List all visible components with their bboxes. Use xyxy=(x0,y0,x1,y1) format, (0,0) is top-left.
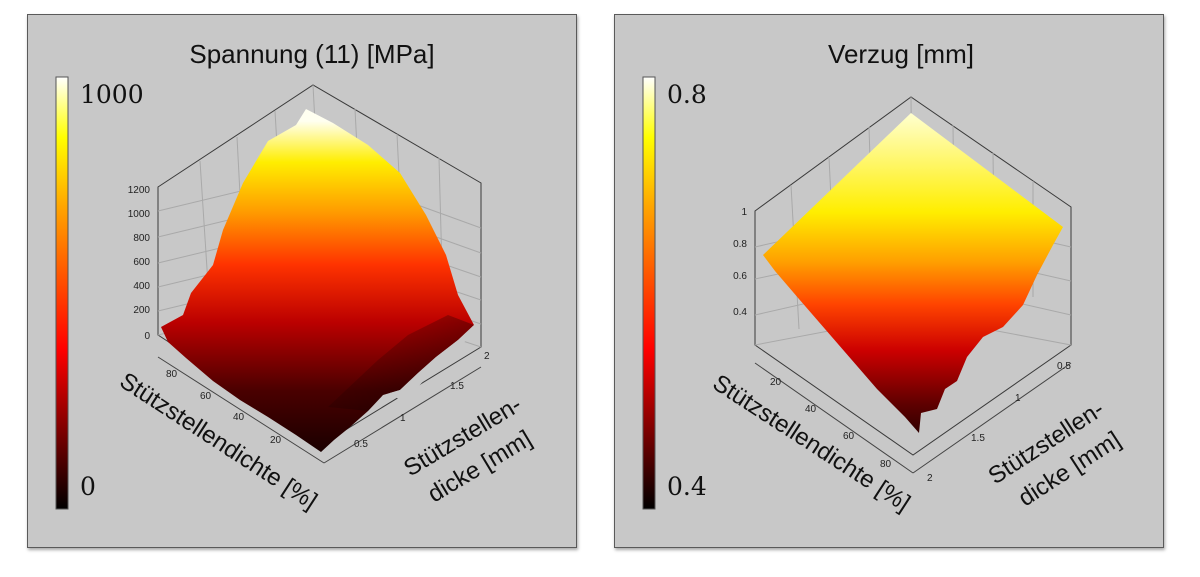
z-tick-label: 600 xyxy=(133,257,150,268)
z-tick-label: 1000 xyxy=(128,209,151,220)
y-tick-label: 1 xyxy=(400,413,406,424)
distortion-chart: Verzug [mm] 0.8 0.4 1 0.8 0.6 0.4 20 40 … xyxy=(642,39,1126,517)
z-tick-label: 200 xyxy=(133,305,150,316)
x-tick-label: 60 xyxy=(843,431,855,442)
colorbar-max-label: 1000 xyxy=(80,80,144,109)
y-tick-label: 1.5 xyxy=(971,433,985,444)
z-tick-label: 0.4 xyxy=(733,307,747,318)
z-tick-label: 800 xyxy=(133,233,150,244)
stress-surface-shade xyxy=(328,315,474,411)
distortion-surface xyxy=(763,113,1063,433)
stress-chart-panel: Spannung (11) [MPa] 1000 0 1200 1000 800… xyxy=(27,14,577,548)
z-tick-label: 0.8 xyxy=(733,239,747,250)
z-tick-label: 0.6 xyxy=(733,271,747,282)
y-tick-label: 0.5 xyxy=(354,439,368,450)
y-tick-group: 0.5 1 1.5 2 xyxy=(927,361,1071,484)
x-tick-label: 40 xyxy=(233,412,245,423)
colorbar-min-label: 0 xyxy=(80,472,96,501)
z-tick-label: 1200 xyxy=(128,185,151,196)
y-tick-label: 1.5 xyxy=(450,381,464,392)
floor-axes xyxy=(157,356,482,464)
y-tick-label: 0.5 xyxy=(1057,361,1071,372)
x-tick-label: 20 xyxy=(770,377,782,388)
distortion-chart-panel: Verzug [mm] 0.8 0.4 1 0.8 0.6 0.4 20 40 … xyxy=(614,14,1164,548)
chart-title: Verzug [mm] xyxy=(828,39,974,69)
floor-axes xyxy=(754,362,1072,474)
surface-notch xyxy=(383,325,474,400)
x-tick-label: 60 xyxy=(200,391,212,402)
y-tick-label: 1 xyxy=(1015,393,1021,404)
y-tick-label: 2 xyxy=(484,351,490,362)
colorbar xyxy=(642,76,656,510)
y-tick-group: 2 1.5 1 0.5 xyxy=(354,351,490,450)
ztick-group: 1 0.8 0.6 0.4 xyxy=(733,207,747,318)
colorbar xyxy=(55,76,69,510)
x-tick-group: 20 40 60 80 xyxy=(770,377,892,470)
y-tick-label: 2 xyxy=(927,473,933,484)
stress-chart: Spannung (11) [MPa] 1000 0 1200 1000 800… xyxy=(55,39,537,515)
x-tick-label: 80 xyxy=(880,459,892,470)
colorbar-min-label: 0.4 xyxy=(667,472,707,501)
ztick-group: 1200 1000 800 600 400 200 0 xyxy=(128,185,151,342)
z-tick-label: 1 xyxy=(741,207,747,218)
chart-title: Spannung (11) [MPa] xyxy=(189,39,434,69)
x-tick-label: 20 xyxy=(270,435,282,446)
z-tick-label: 0 xyxy=(144,331,150,342)
colorbar-max-label: 0.8 xyxy=(667,80,707,109)
x-tick-label: 80 xyxy=(166,369,178,380)
x-tick-label: 40 xyxy=(805,404,817,415)
x-tick-group: 80 60 40 20 xyxy=(166,369,282,446)
z-tick-label: 400 xyxy=(133,281,150,292)
